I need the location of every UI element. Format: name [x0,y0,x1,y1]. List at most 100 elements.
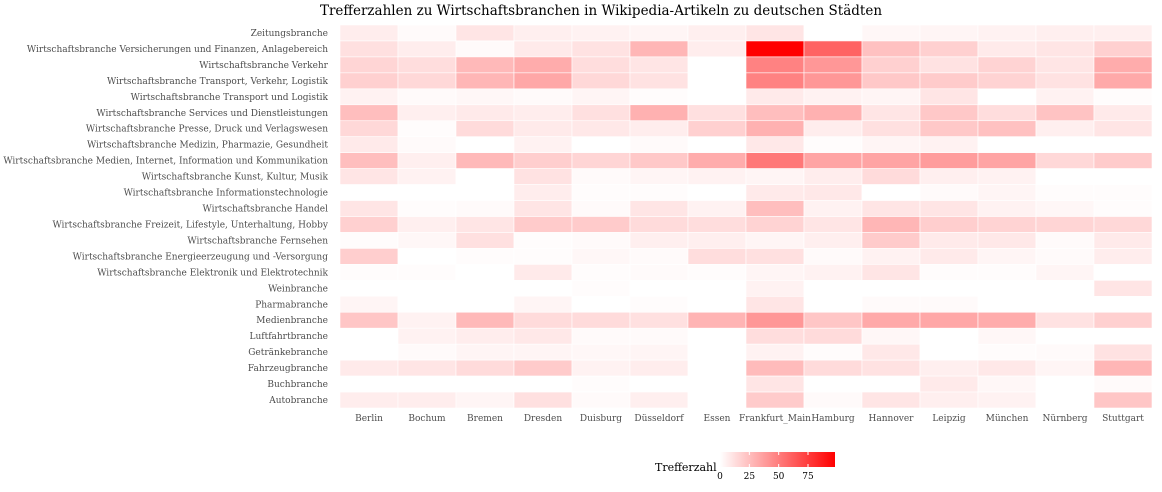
heatmap-cell [1035,391,1095,409]
heatmap-cell [571,264,631,281]
x-tick-label: Bremen [467,414,503,424]
heatmap-cell [803,295,863,313]
heatmap-cell [571,120,631,138]
heatmap-cell [339,136,399,153]
heatmap-cell [687,104,747,122]
heatmap-cell [745,391,805,409]
heatmap-cell [1093,280,1153,297]
x-tick-label: Bochum [408,414,446,424]
heatmap-cells [339,24,1153,409]
heatmap-cell [513,120,573,138]
heatmap-cell [397,88,457,106]
heatmap-cell [339,56,399,74]
heatmap-cell [571,311,631,329]
y-tick-label: Wirtschaftsbranche Verkehr [199,61,328,71]
heatmap-cell [919,359,979,377]
heatmap-cell [629,343,689,361]
heatmap-cell [339,232,399,249]
heatmap-cell [513,264,573,281]
heatmap-cell [803,120,863,138]
heatmap-cell [1035,264,1095,281]
heatmap-cell [513,375,573,393]
heatmap-cell [745,24,805,42]
heatmap-cell [571,295,631,313]
heatmap-cell [571,184,631,201]
y-tick-label: Wirtschaftsbranche Energieerzeugung und … [73,252,329,262]
heatmap-cell [455,343,515,361]
heatmap-cell [687,327,747,345]
heatmap-cell [513,232,573,249]
heatmap-cell [339,391,399,409]
heatmap-cell [919,104,979,122]
heatmap-cell [1035,248,1095,265]
heatmap-cell [1093,56,1153,74]
heatmap-cell [1093,232,1153,249]
heatmap-cell [687,40,747,58]
heatmap-cell [1093,136,1153,153]
heatmap-cell [571,56,631,74]
heatmap-cell [513,152,573,169]
heatmap-cell [513,104,573,122]
heatmap-cell [861,88,921,106]
heatmap-cell [977,40,1037,58]
x-tick-label: Dresden [524,414,563,424]
y-tick-label: Luftfahrtbranche [249,332,328,342]
y-tick-label: Wirtschaftsbranche Services und Dienstle… [96,109,328,119]
heatmap-cell [629,359,689,377]
heatmap-cell [1035,295,1095,313]
heatmap-cell [455,311,515,329]
heatmap-cell [687,184,747,201]
heatmap-cell [687,248,747,265]
heatmap-cell [571,136,631,153]
heatmap-cell [455,264,515,281]
heatmap-cell [1035,375,1095,393]
heatmap-cell [1035,359,1095,377]
heatmap-cell [861,391,921,409]
heatmap-cell [687,343,747,361]
heatmap-cell [687,200,747,217]
y-tick-label: Pharmabranche [255,300,328,310]
heatmap-cell [687,24,747,42]
heatmap-cell [397,120,457,138]
heatmap-cell [919,216,979,233]
heatmap-cell [861,375,921,393]
heatmap-cell [977,232,1037,249]
heatmap-cell [629,375,689,393]
heatmap-cell [455,200,515,217]
x-tick-label: Stuttgart [1102,414,1144,424]
heatmap-cell [1035,24,1095,42]
heatmap-cell [571,168,631,185]
heatmap-cell [745,120,805,138]
heatmap-cell [745,56,805,74]
heatmap-cell [687,264,747,281]
x-tick-label: München [986,414,1029,424]
y-tick-label: Wirtschaftsbranche Handel [202,205,328,215]
heatmap-cell [745,295,805,313]
heatmap-cell [745,88,805,106]
heatmap-cell [339,24,399,42]
heatmap-cell [861,24,921,42]
heatmap-cell [687,280,747,297]
heatmap-cell [455,40,515,58]
heatmap-cell [629,72,689,90]
heatmap-cell [1035,232,1095,249]
heatmap-cell [571,88,631,106]
heatmap-cell [513,168,573,185]
heatmap-cell [977,104,1037,122]
heatmap-cell [977,56,1037,74]
x-tick-label: Nürnberg [1043,414,1088,424]
heatmap-cell [339,40,399,58]
heatmap-cell [513,216,573,233]
heatmap-cell [1093,327,1153,345]
heatmap-cell [339,216,399,233]
heatmap-cell [397,40,457,58]
legend-tick-label: 75 [802,472,814,482]
heatmap-cell [339,104,399,122]
heatmap-cell [339,72,399,90]
legend-tick-label: 50 [773,472,785,482]
y-tick-label: Wirtschaftsbranche Versicherungen und Fi… [27,45,328,55]
heatmap-cell [455,184,515,201]
y-tick-label: Weinbranche [268,284,328,294]
heatmap-cell [629,280,689,297]
heatmap-cell [629,248,689,265]
